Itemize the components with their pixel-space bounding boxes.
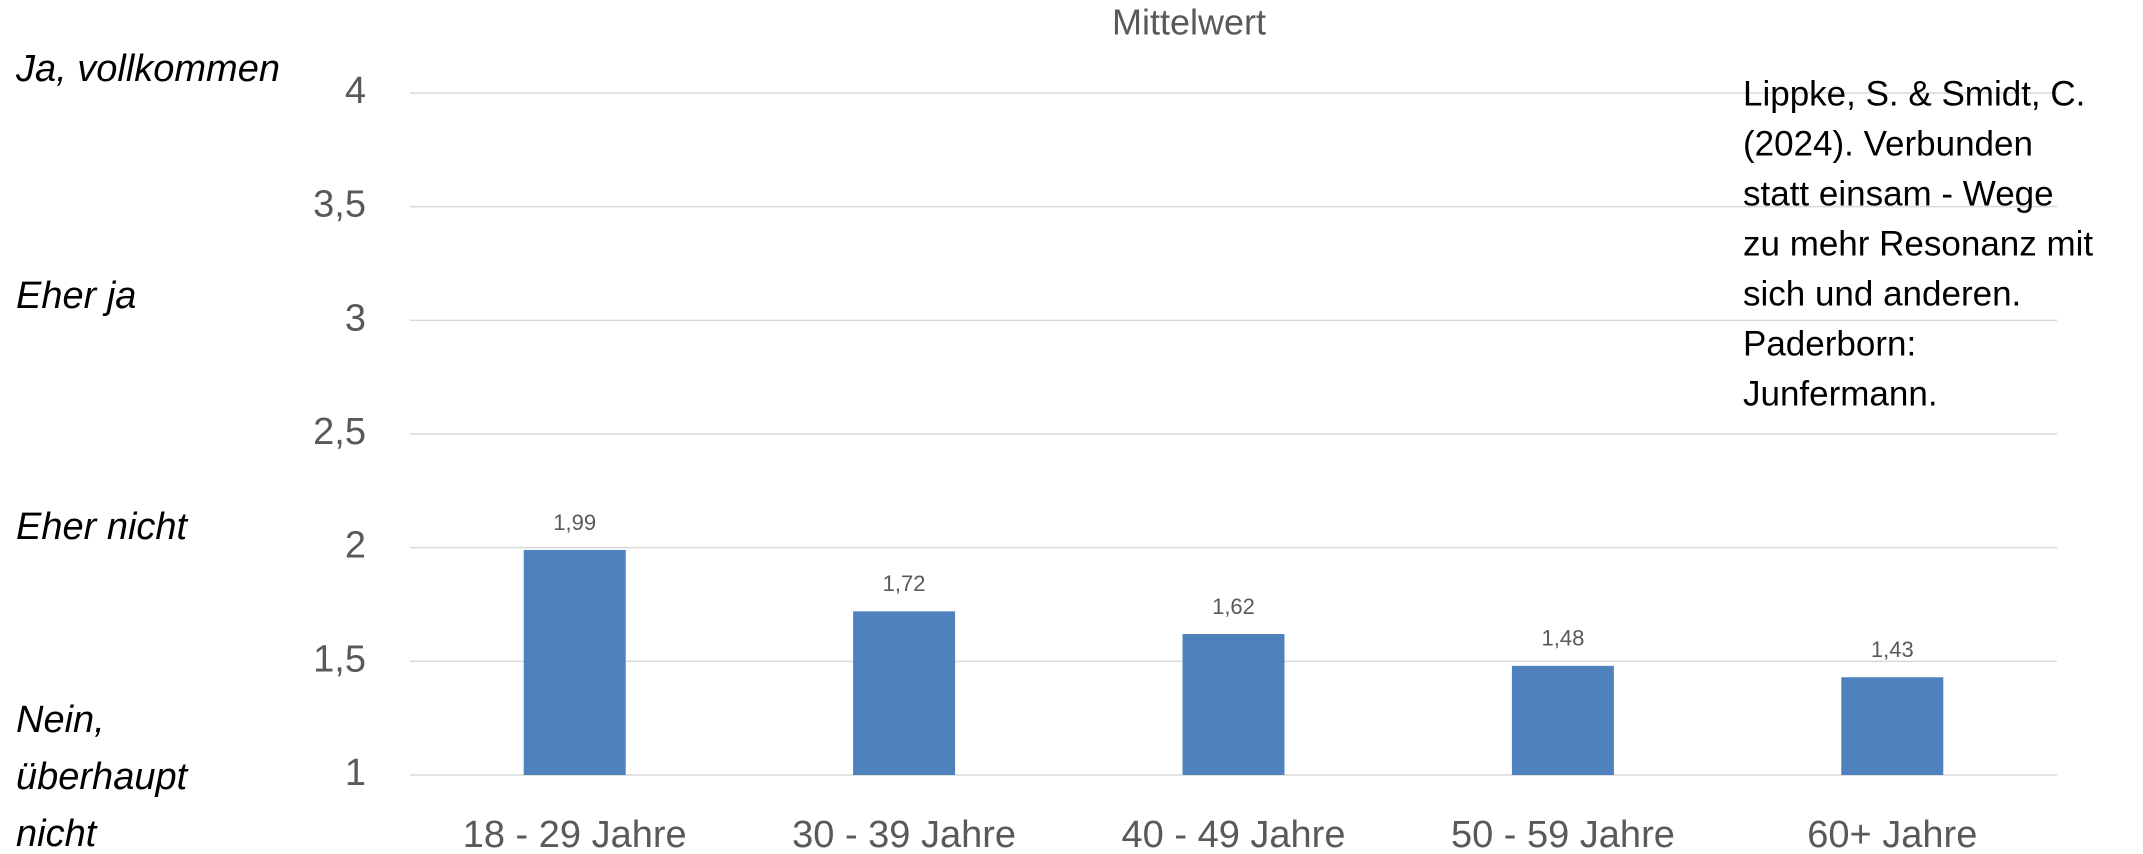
citation-line: Paderborn: — [1743, 324, 1916, 363]
x-tick-label: 40 - 49 Jahre — [1122, 814, 1346, 854]
y-tick-label: 4 — [345, 70, 366, 112]
scale-label: Nein, — [16, 699, 105, 741]
chart-title: Mittelwert — [1112, 2, 1266, 43]
scale-label: nicht — [16, 813, 98, 854]
citation-line: (2024). Verbunden — [1743, 124, 2033, 163]
y-tick-label: 2,5 — [313, 411, 366, 453]
y-tick-label: 1,5 — [313, 638, 366, 680]
bar — [1182, 634, 1285, 775]
bar — [1511, 665, 1614, 775]
y-tick-label: 3,5 — [313, 184, 366, 226]
data-label: 1,62 — [1212, 594, 1255, 619]
bar — [1841, 677, 1944, 775]
data-label: 1,99 — [553, 510, 596, 535]
citation-line: zu mehr Resonanz mit — [1743, 224, 2093, 263]
citation-line: statt einsam - Wege — [1743, 174, 2054, 213]
y-tick-label: 2 — [345, 525, 366, 567]
x-tick-label: 60+ Jahre — [1807, 814, 1977, 854]
x-tick-label: 50 - 59 Jahre — [1451, 814, 1675, 854]
x-tick-label: 18 - 29 Jahre — [463, 814, 687, 854]
citation-line: Junfermann. — [1743, 374, 1938, 413]
data-label: 1,48 — [1541, 626, 1584, 651]
scale-label: Eher ja — [16, 275, 136, 317]
scale-label: überhaupt — [16, 756, 189, 798]
data-label: 1,72 — [883, 571, 926, 596]
bar — [523, 549, 626, 775]
scale-label: Eher nicht — [16, 506, 189, 548]
data-label: 1,43 — [1871, 637, 1914, 662]
scale-label: Ja, vollkommen — [15, 48, 280, 90]
y-tick-label: 1 — [345, 752, 366, 794]
citation-line: sich und anderen. — [1743, 274, 2021, 313]
y-tick-label: 3 — [345, 297, 366, 339]
bar — [853, 611, 956, 775]
citation-line: Lippke, S. & Smidt, C. — [1743, 74, 2085, 113]
x-tick-label: 30 - 39 Jahre — [792, 814, 1016, 854]
